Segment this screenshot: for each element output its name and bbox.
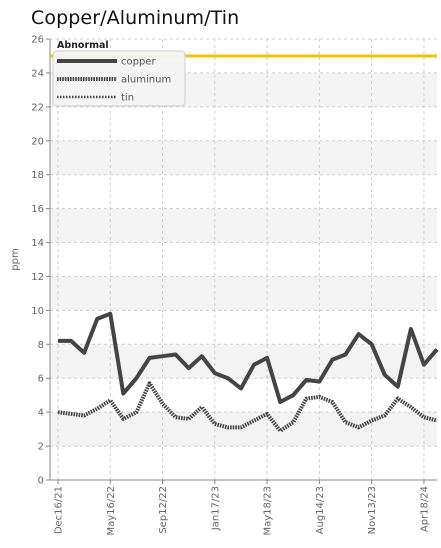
x-tick-label: May16/22	[106, 486, 117, 536]
y-tick-label: 12	[31, 272, 44, 283]
series-line-copper	[58, 311, 439, 404]
x-tick-label: May18/23	[263, 486, 274, 536]
y-axis-label: ppm	[10, 248, 21, 270]
y-tick-label: 18	[31, 170, 44, 181]
legend-label-copper: copper	[121, 57, 156, 68]
x-tick-label: Nov13/23	[367, 486, 378, 534]
grid-band	[50, 276, 437, 311]
y-tick-label: 26	[31, 35, 44, 46]
grid-band	[50, 208, 437, 243]
y-tick-label: 22	[31, 102, 44, 113]
abnormal-label: Abnormal	[57, 40, 109, 51]
grid-band	[50, 412, 437, 447]
y-tick-label: 20	[31, 136, 44, 147]
series-line-aluminum	[57, 381, 438, 433]
legend-label-tin: tin	[121, 93, 134, 104]
y-tick-label: 24	[31, 68, 44, 79]
y-tick-label: 4	[38, 408, 44, 419]
chart-title: Copper/Aluminum/Tin	[31, 7, 240, 29]
x-tick-label: Apr18/24	[419, 486, 430, 532]
grid-band	[50, 140, 437, 175]
y-tick-label: 14	[31, 238, 44, 249]
legend-box	[52, 50, 186, 107]
legend-label-aluminum: aluminum	[121, 75, 171, 86]
x-tick-label: Aug14/23	[315, 486, 326, 534]
x-tick-label: Dec16/21	[54, 486, 65, 534]
y-tick-label: 6	[38, 374, 44, 385]
y-tick-label: 0	[38, 476, 44, 487]
y-tick-label: 10	[31, 306, 44, 317]
y-tick-label: 8	[38, 340, 44, 351]
x-tick-label: Jan17/23	[210, 486, 221, 531]
x-tick-label: Sep12/22	[158, 486, 169, 534]
y-tick-label: 16	[31, 204, 44, 215]
y-tick-label: 2	[38, 442, 44, 453]
